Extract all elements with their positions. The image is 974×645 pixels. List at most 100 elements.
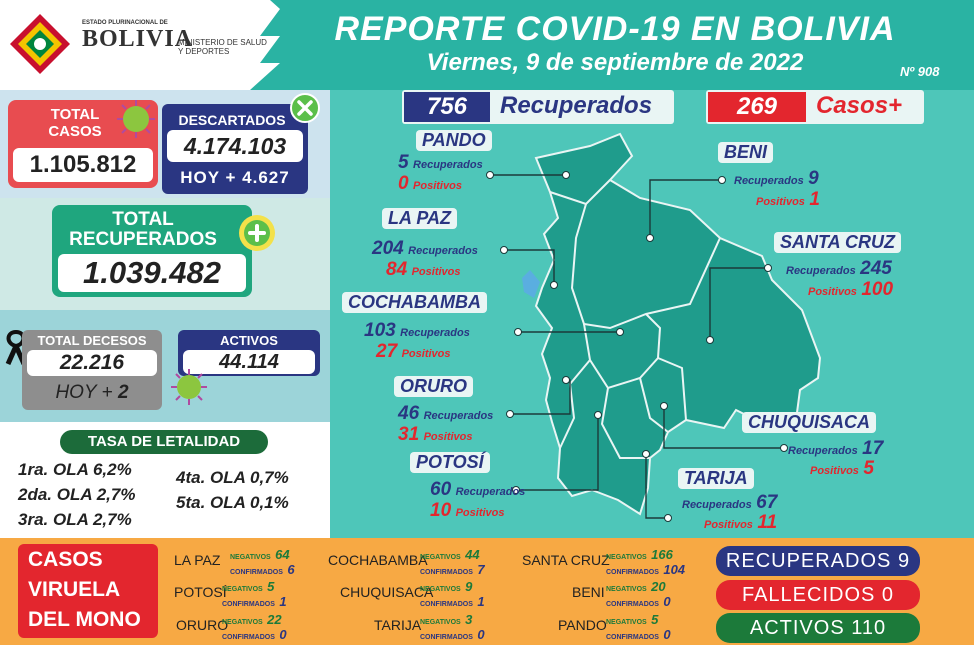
decesos-hoy-value: 2 [117,382,129,403]
viruela-recuperados-pill: RECUPERADOS 9 [716,546,920,576]
potosi-rec-value: 60 [430,479,452,500]
neg-label: NEGATIVOS [222,586,263,593]
santacruz-positivos: Positivos 100 [808,279,893,301]
viruela-tarija-stats: NEGATIVOS 3 CONFIRMADOS 0 [420,613,485,644]
daily-casos-value: 269 [708,92,806,122]
viruela-lapaz-name: LA PAZ [174,552,221,568]
viruela-potosi-stats: NEGATIVOS 5 CONFIRMADOS 1 [222,579,287,611]
viruela-pando-name: PANDO [558,617,607,633]
beni-rec-value: 9 [808,168,819,189]
neg-label: NEGATIVOS [230,554,271,561]
viruela-pando-conf: 0 [663,627,671,642]
cochabamba-rec-label: Recuperados [400,327,470,339]
letalidad-wave-3: 3ra. OLA 2,7% [18,510,132,529]
viruela-chuquisaca-name: CHUQUISACA [340,584,434,600]
viruela-oruro-stats: NEGATIVOS 22 CONFIRMADOS 0 [222,612,287,644]
neg-label: NEGATIVOS [420,554,461,561]
total-casos-label: TOTAL CASOS [48,106,102,140]
letalidad-title: TASA DE LETALIDAD [60,430,268,454]
beni-pos-label: Positivos [756,196,805,208]
tarija-recuperados: Recuperados 67 [682,492,777,514]
conf-label: CONFIRMADOS [420,601,473,608]
santacruz-name: SANTA CRUZ [774,232,901,253]
tarija-rec-value: 67 [756,492,778,513]
viruela-oruro-neg: 22 [267,612,282,627]
lapaz-pos-value: 84 [386,259,408,280]
conf-label: CONFIRMADOS [420,634,473,641]
lapaz-pos-label: Positivos [411,266,461,278]
beni-recuperados: Recuperados 9 [734,168,819,190]
bolivia-coat-of-arms-logo [8,12,72,76]
chuquisaca-rec-value: 17 [862,438,884,459]
decesos-hoy: HOY + 2 [22,382,162,404]
conf-label: CONFIRMADOS [222,601,275,608]
pando-recuperados: 5 Recuperados [398,152,483,174]
viruela-cochabamba-name: COCHABAMBA [328,552,428,568]
viruela-santacruz-neg: 166 [651,547,673,562]
cochabamba-rec-value: 103 [364,320,396,341]
map-callout-lines [486,171,788,522]
descartados-value: 4.174.103 [167,130,303,162]
viruela-cochabamba-stats: NEGATIVOS 44 CONFIRMADOS 7 [420,547,485,579]
lapaz-name: LA PAZ [382,208,457,229]
viruela-oruro-conf: 0 [279,627,287,642]
oruro-recuperados: 46 Recuperados [398,403,493,425]
pando-positivos: 0 Positivos [398,173,462,195]
chuquisaca-recuperados: Recuperados 17 [788,438,883,460]
daily-casos-label: Casos+ [816,92,903,119]
chuquisaca-name: CHUQUISACA [742,412,877,433]
conf-label: CONFIRMADOS [420,569,473,576]
oruro-positivos: 31 Positivos [398,424,473,446]
neg-label: NEGATIVOS [606,554,647,561]
potosi-positivos: 10 Positivos [430,500,505,522]
viruela-title-1: CASOS [28,548,103,571]
viruela-title-box [18,544,158,638]
viruela-pando-neg: 5 [651,612,659,627]
conf-label: CONFIRMADOS [606,601,659,608]
lapaz-rec-value: 204 [372,238,404,259]
lapaz-rec-label: Recuperados [408,245,478,257]
header-banner [300,0,974,90]
tarija-pos-value: 11 [757,512,778,533]
letalidad-wave-5: 5ta. OLA 0,1% [176,493,289,512]
letalidad-wave-2: 2da. OLA 2,7% [18,485,136,504]
chuquisaca-pos-value: 5 [863,458,874,479]
tarija-name: TARIJA [678,468,754,489]
pando-rec-label: Recuperados [413,159,483,171]
viruela-title-2: VIRUELA [28,578,121,601]
lapaz-positivos: 84 Positivos [386,259,461,281]
virus-icon [115,98,157,140]
plus-circle-icon [236,212,278,254]
close-circle-icon [289,92,321,124]
conf-label: CONFIRMADOS [606,634,659,641]
viruela-cochabamba-neg: 44 [465,547,480,562]
potosi-pos-value: 10 [430,500,452,521]
viruela-beni-stats: NEGATIVOS 20 CONFIRMADOS 0 [606,580,671,611]
chuquisaca-rec-label: Recuperados [788,445,858,457]
viruela-santacruz-stats: NEGATIVOS 166 CONFIRMADOS 104 [606,547,686,579]
potosi-name: POTOSÍ [410,452,490,473]
letalidad-wave-4: 4ta. OLA 0,7% [176,468,289,487]
viruela-chuquisaca-neg: 9 [465,579,473,594]
chuquisaca-positivos: Positivos 5 [810,458,874,480]
viruela-pando-stats: NEGATIVOS 5 CONFIRMADOS 0 [606,612,671,644]
ministry-label: MINISTERIO DE SALUD Y DEPORTES [178,38,267,56]
santacruz-recuperados: Recuperados 245 [786,258,892,280]
viruela-activos-pill: ACTIVOS 110 [716,613,920,643]
pando-pos-value: 0 [398,173,409,194]
page-title: REPORTE COVID-19 EN BOLIVIA [334,10,896,48]
potosi-recuperados: 60 Recuperados [430,479,525,501]
potosi-pos-label: Positivos [455,507,505,519]
santacruz-pos-label: Positivos [808,286,857,298]
cochabamba-name: COCHABAMBA [342,292,487,313]
viruela-title-3: DEL MONO [28,608,141,631]
viruela-potosi-neg: 5 [267,579,275,594]
neg-label: NEGATIVOS [606,586,647,593]
total-casos-value: 1.105.812 [13,148,153,182]
beni-positivos: Positivos 1 [756,189,820,211]
viruela-lapaz-neg: 64 [275,547,290,562]
neg-label: NEGATIVOS [606,619,647,626]
potosi-rec-label: Recuperados [455,486,526,498]
viruela-santacruz-conf: 104 [663,562,686,577]
tarija-positivos: Positivos 11 [704,512,777,534]
